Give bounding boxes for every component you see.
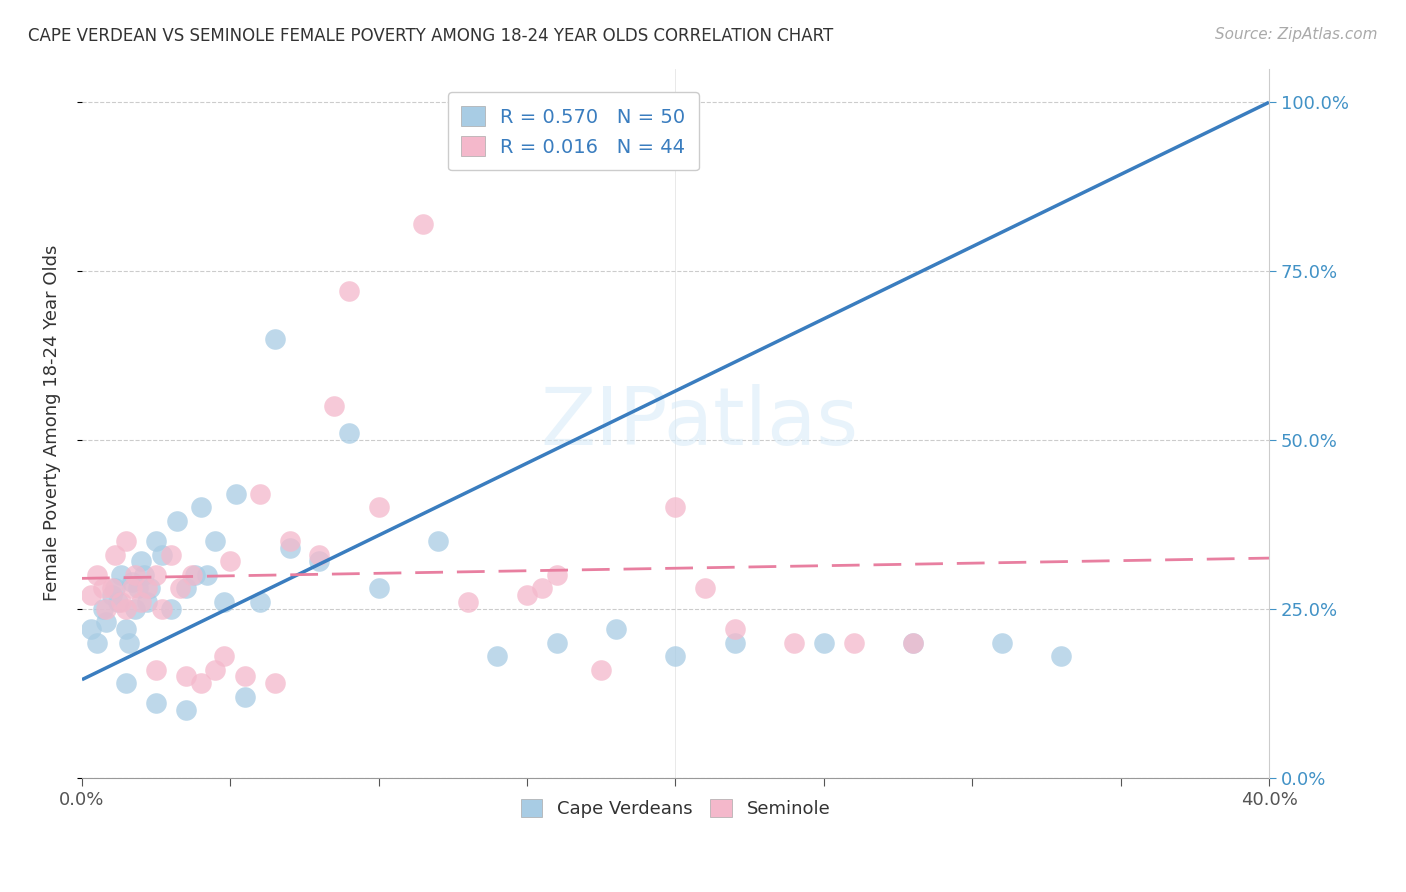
Point (110, 568, 132, 582)
Point (233, 669, 256, 683)
Point (124, 601, 146, 615)
Y-axis label: Female Poverty Among 18-24 Year Olds: Female Poverty Among 18-24 Year Olds (44, 244, 60, 601)
Point (308, 554, 330, 568)
Point (174, 669, 197, 683)
Point (107, 595, 129, 609)
Point (139, 582, 162, 596)
Point (219, 554, 242, 568)
Point (204, 534, 226, 549)
Legend: Cape Verdeans, Seminole: Cape Verdeans, Seminole (513, 791, 838, 825)
Point (183, 568, 205, 582)
Point (605, 622, 627, 636)
Point (591, 663, 613, 677)
Point (86, 635, 108, 649)
Point (263, 332, 285, 346)
Point (190, 676, 212, 690)
Point (169, 582, 191, 596)
Point (695, 582, 717, 596)
Point (842, 635, 865, 649)
Point (150, 601, 173, 615)
Point (412, 217, 434, 231)
Point (80, 622, 103, 636)
Point (145, 534, 167, 549)
Point (145, 568, 167, 582)
Point (104, 548, 127, 562)
Point (121, 582, 143, 596)
Point (131, 595, 153, 609)
Point (323, 399, 346, 413)
Point (115, 601, 138, 615)
Point (308, 548, 330, 562)
Point (501, 95, 523, 110)
Point (204, 663, 226, 677)
Point (724, 635, 747, 649)
Point (367, 500, 389, 515)
Text: CAPE VERDEAN VS SEMINOLE FEMALE POVERTY AMONG 18-24 YEAR OLDS CORRELATION CHART: CAPE VERDEAN VS SEMINOLE FEMALE POVERTY … (28, 27, 834, 45)
Point (1050, 648, 1073, 663)
Point (337, 285, 360, 299)
Point (145, 663, 167, 677)
Point (195, 568, 218, 582)
Point (94, 601, 117, 615)
Point (124, 568, 146, 582)
Point (104, 582, 127, 596)
Point (115, 676, 138, 690)
Point (166, 514, 188, 528)
Point (145, 696, 167, 710)
Point (278, 534, 301, 549)
Point (94, 615, 117, 630)
Point (131, 554, 153, 568)
Point (160, 601, 183, 615)
Point (813, 635, 835, 649)
Point (190, 500, 212, 515)
Point (664, 500, 686, 515)
Point (225, 487, 247, 501)
Point (127, 582, 149, 596)
Point (100, 582, 122, 596)
Point (115, 534, 138, 549)
Point (664, 648, 686, 663)
Point (118, 635, 141, 649)
Point (546, 568, 568, 582)
Point (337, 426, 360, 441)
Point (214, 595, 236, 609)
Point (180, 568, 202, 582)
Point (115, 622, 138, 636)
Point (91, 582, 114, 596)
Point (150, 548, 173, 562)
Point (901, 635, 924, 649)
Point (457, 595, 479, 609)
Point (136, 582, 159, 596)
Point (121, 574, 143, 589)
Point (486, 648, 509, 663)
Point (110, 595, 132, 609)
Point (249, 595, 271, 609)
Text: ZIPatlas: ZIPatlas (540, 384, 858, 462)
Point (134, 568, 156, 582)
Point (427, 534, 450, 549)
Point (174, 582, 197, 596)
Point (724, 622, 747, 636)
Point (86, 568, 108, 582)
Point (278, 541, 301, 555)
Point (367, 582, 389, 596)
Point (91, 601, 114, 615)
Point (80, 588, 103, 602)
Text: Source: ZipAtlas.com: Source: ZipAtlas.com (1215, 27, 1378, 42)
Point (214, 648, 236, 663)
Point (160, 548, 183, 562)
Point (783, 635, 806, 649)
Point (174, 703, 197, 717)
Point (901, 635, 924, 649)
Point (516, 588, 538, 602)
Point (263, 676, 285, 690)
Point (530, 582, 553, 596)
Point (991, 635, 1014, 649)
Point (249, 487, 271, 501)
Point (136, 595, 159, 609)
Point (233, 690, 256, 704)
Point (546, 635, 568, 649)
Point (100, 588, 122, 602)
